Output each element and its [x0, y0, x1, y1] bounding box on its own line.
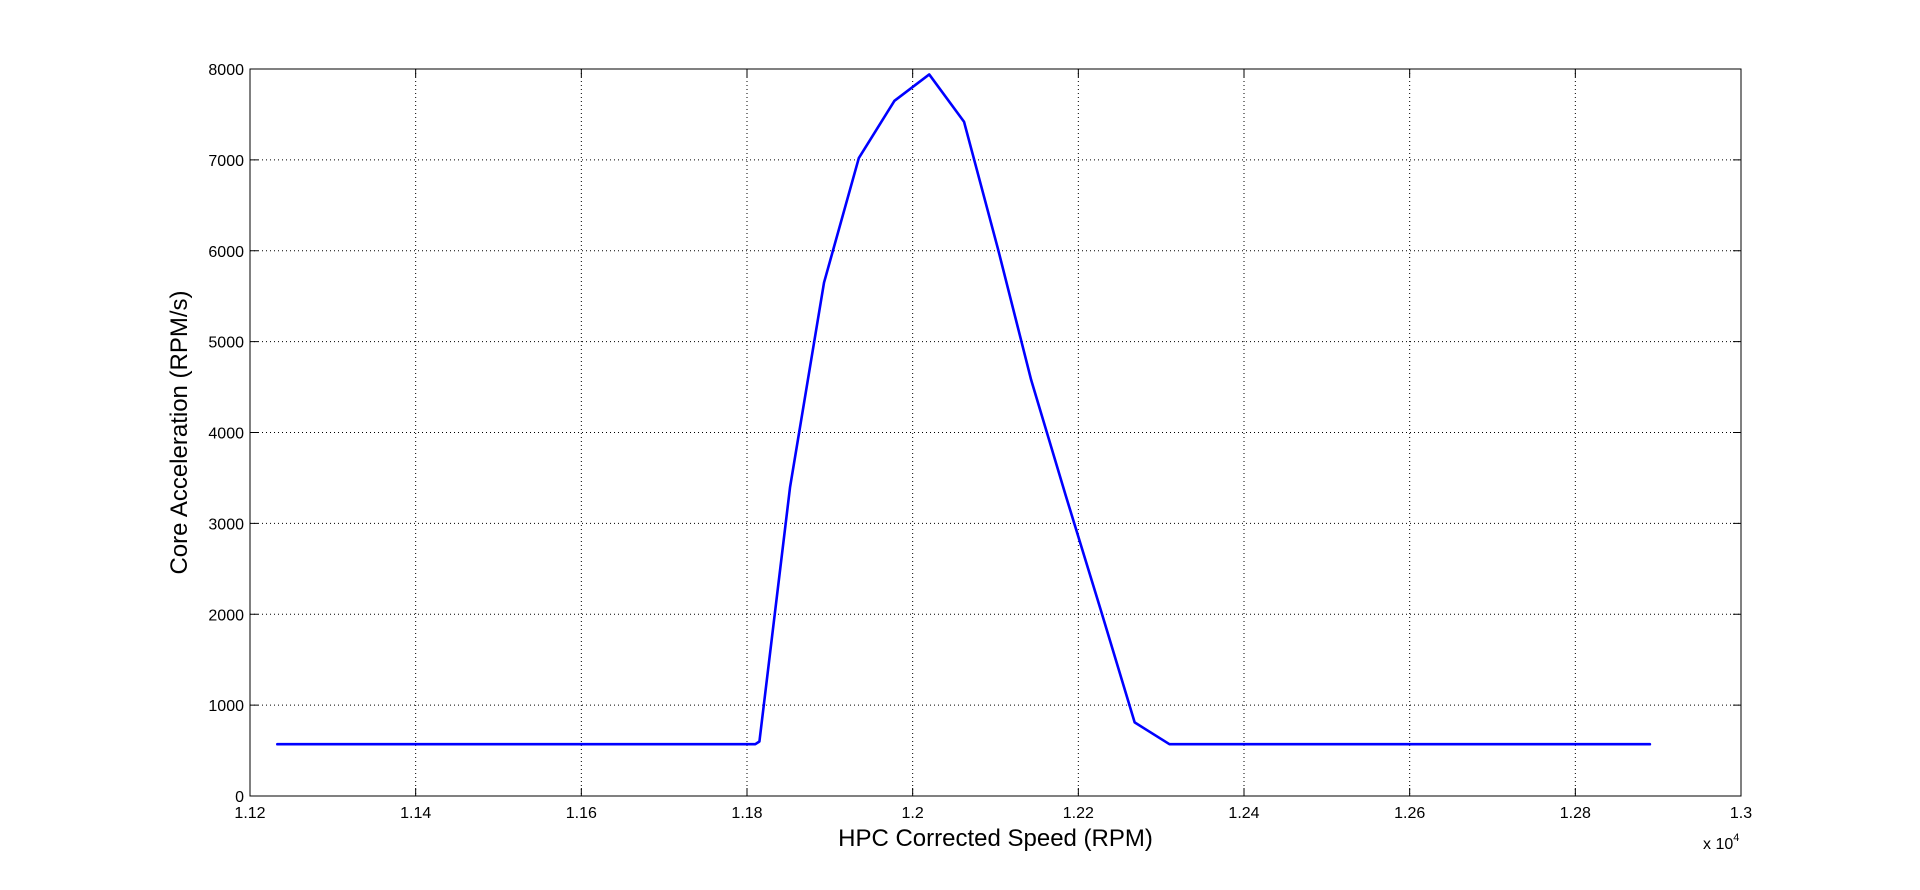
x-tick-label: 1.22: [1063, 805, 1094, 822]
x-axis-multiplier-exponent: 4: [1733, 832, 1739, 844]
y-axis-label: Core Acceleration (RPM/s): [166, 290, 193, 574]
y-tick-label: 0: [235, 789, 244, 806]
x-tick-label: 1.28: [1560, 805, 1591, 822]
x-axis-label: HPC Corrected Speed (RPM): [838, 825, 1153, 852]
x-tick-label: 1.16: [566, 805, 597, 822]
x-tick-label: 1.3: [1730, 805, 1752, 822]
grid: [250, 69, 1741, 796]
x-tick-label: 1.12: [234, 805, 265, 822]
y-tick-label: 7000: [208, 153, 244, 170]
y-tick-label: 6000: [208, 244, 244, 261]
y-tick-label: 8000: [208, 62, 244, 79]
x-tick-label: 1.14: [400, 805, 431, 822]
y-tick-label: 2000: [208, 607, 244, 624]
y-tick-label: 1000: [208, 698, 244, 715]
x-tick-label: 1.26: [1394, 805, 1425, 822]
x-axis-multiplier-base: x 10: [1703, 836, 1733, 853]
plot-area: [250, 69, 1741, 796]
x-tick-label: 1.18: [731, 805, 762, 822]
x-axis-multiplier: x 104: [1703, 832, 1739, 853]
y-tick-label: 4000: [208, 426, 244, 443]
series-line: [276, 73, 1652, 746]
x-tick-label: 1.24: [1228, 805, 1259, 822]
series-layer: [276, 73, 1652, 746]
ticks: 1.12 1.14 1.16 1.18 1.2 1.22 1.24 1.26 1.28 1.3 0 1…: [208, 62, 1752, 822]
y-tick-label: 5000: [208, 335, 244, 352]
x-tick-label: 1.2: [902, 805, 924, 822]
y-tick-label: 3000: [208, 516, 244, 533]
